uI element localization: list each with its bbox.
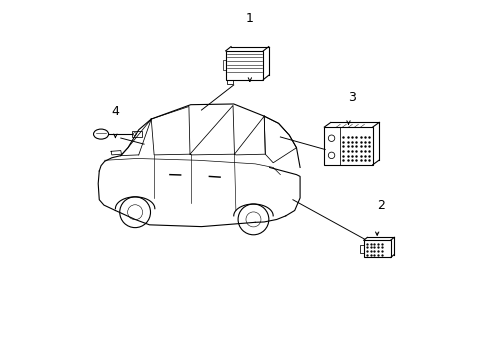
Bar [360, 244, 364, 253]
Text: 3: 3 [347, 91, 355, 104]
Text: 1: 1 [245, 12, 253, 25]
Bar [363, 240, 390, 257]
Bar [225, 51, 263, 80]
Bar [223, 60, 225, 70]
Bar [131, 131, 142, 137]
Text: 4: 4 [111, 105, 119, 118]
Bar [227, 80, 232, 84]
Text: 2: 2 [376, 199, 384, 212]
Bar [324, 127, 372, 165]
